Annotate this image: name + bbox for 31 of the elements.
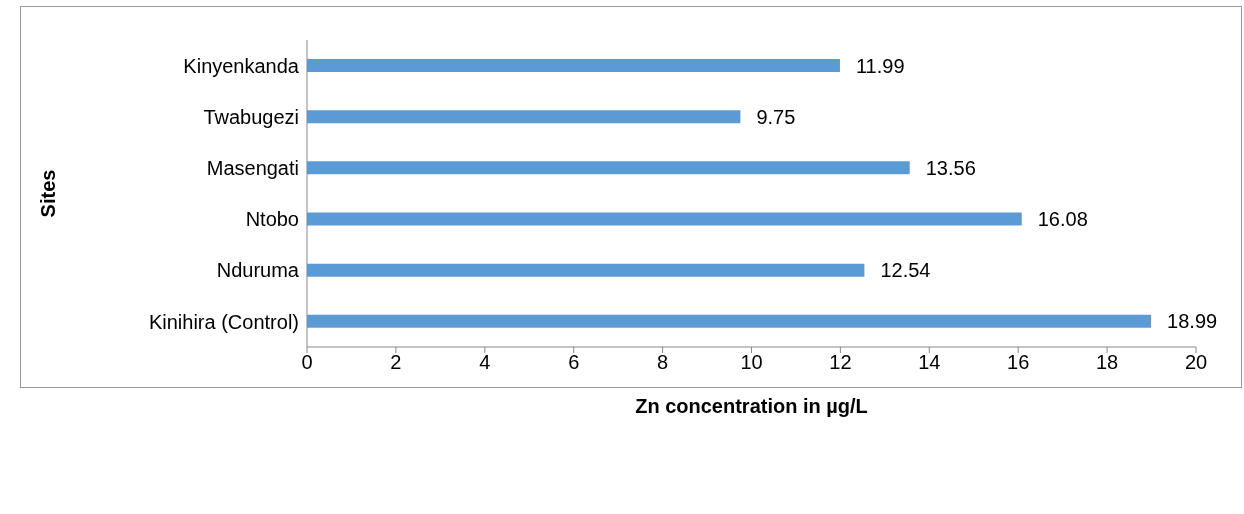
- x-axis-title: Zn concentration in µg/L: [635, 395, 868, 417]
- data-label: 9.75: [756, 105, 796, 128]
- y-tick-label: Kinyenkanda: [183, 54, 300, 77]
- data-label: 11.99: [855, 54, 905, 77]
- x-tick-label: 16: [1007, 351, 1030, 374]
- bar: [307, 59, 840, 72]
- data-label: 12.54: [880, 259, 931, 282]
- y-tick-label: Nduruma: [216, 259, 300, 282]
- x-tick-label: 4: [479, 351, 491, 374]
- x-tick-label: 14: [918, 351, 941, 374]
- x-tick-label: 12: [829, 351, 852, 374]
- bar: [307, 314, 1152, 328]
- data-label: 13.56: [925, 156, 976, 179]
- x-tick-label: 8: [657, 351, 669, 374]
- x-tick-label: 0: [301, 351, 313, 374]
- bar: [307, 263, 865, 277]
- x-tick-label: 20: [1184, 351, 1208, 374]
- bar: [307, 110, 741, 124]
- x-tick-label: 10: [740, 351, 763, 374]
- x-tick-label: 18: [1095, 351, 1119, 374]
- bar: [307, 161, 910, 175]
- y-tick-label: Ntobo: [245, 208, 299, 231]
- y-tick-label: Twabugezi: [203, 105, 299, 128]
- bar: [307, 212, 1022, 226]
- data-label: 16.08: [1037, 208, 1088, 231]
- y-tick-label: Kinihira (Control): [148, 310, 299, 333]
- x-tick-label: 2: [390, 351, 402, 374]
- y-tick-label: Masengati: [206, 157, 299, 180]
- data-label: 18.99: [1167, 310, 1218, 333]
- x-tick-label: 6: [568, 351, 580, 374]
- y-axis-title: Sites: [37, 169, 60, 218]
